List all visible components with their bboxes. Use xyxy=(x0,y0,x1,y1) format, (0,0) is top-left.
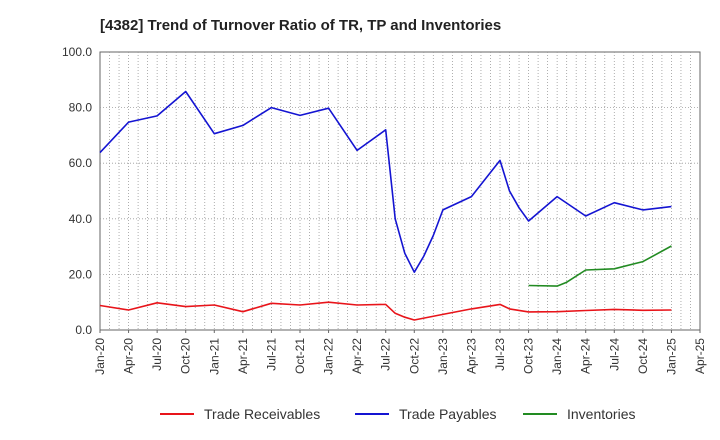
y-axis: 0.0 20.0 40.0 60.0 80.0 100.0 xyxy=(62,45,92,337)
x-tick-label: Apr-24 xyxy=(579,338,593,374)
x-tick-label: Oct-20 xyxy=(179,338,193,374)
x-tick-label: Jul-21 xyxy=(264,338,278,371)
x-tick-label: Apr-20 xyxy=(122,338,136,374)
x-tick-label: Jan-21 xyxy=(207,338,221,375)
x-tick-label: Oct-23 xyxy=(522,338,536,374)
y-tick-label: 0.0 xyxy=(75,323,92,337)
series-line-inventories xyxy=(528,245,672,287)
x-tick-label: Jul-24 xyxy=(607,338,621,371)
x-tick-label: Apr-23 xyxy=(464,338,478,374)
legend-label: Trade Receivables xyxy=(204,406,320,422)
x-tick-label: Apr-21 xyxy=(236,338,250,374)
x-axis: Jan-20 Apr-20 Jul-20 Oct-20 Jan-21 Apr-21 Jul-… xyxy=(93,330,707,375)
x-tick-label: Jan-24 xyxy=(550,338,564,375)
y-tick-label: 100.0 xyxy=(62,45,92,59)
legend-label: Inventories xyxy=(567,406,635,422)
grid-lines xyxy=(100,52,700,330)
x-tick-label: Jul-20 xyxy=(150,338,164,371)
x-tick-label: Apr-25 xyxy=(693,338,707,374)
x-tick-label: Oct-24 xyxy=(636,338,650,374)
y-tick-label: 80.0 xyxy=(69,101,93,115)
series-line-trade-payables xyxy=(99,90,672,273)
x-tick-label: Oct-22 xyxy=(407,338,421,374)
x-tick-label: Jan-22 xyxy=(322,338,336,375)
y-tick-label: 40.0 xyxy=(69,212,93,226)
plot-area xyxy=(99,51,701,331)
y-tick-label: 20.0 xyxy=(69,267,93,281)
x-tick-label: Jul-23 xyxy=(493,338,507,371)
legend-label: Trade Payables xyxy=(399,406,497,422)
x-tick-label: Jan-25 xyxy=(664,338,678,375)
x-tick-label: Jan-23 xyxy=(436,338,450,375)
y-tick-label: 60.0 xyxy=(69,156,93,170)
legend: Trade Receivables Trade Payables Inventori… xyxy=(160,406,635,422)
series-line-trade-receivables xyxy=(99,301,672,321)
x-tick-label: Oct-21 xyxy=(293,338,307,374)
series-lines xyxy=(99,90,672,321)
x-tick-label: Apr-22 xyxy=(350,338,364,374)
x-tick-label: Jan-20 xyxy=(93,338,107,375)
x-tick-label: Jul-22 xyxy=(379,338,393,371)
chart-title: [4382] Trend of Turnover Ratio of TR, TP… xyxy=(100,17,501,34)
